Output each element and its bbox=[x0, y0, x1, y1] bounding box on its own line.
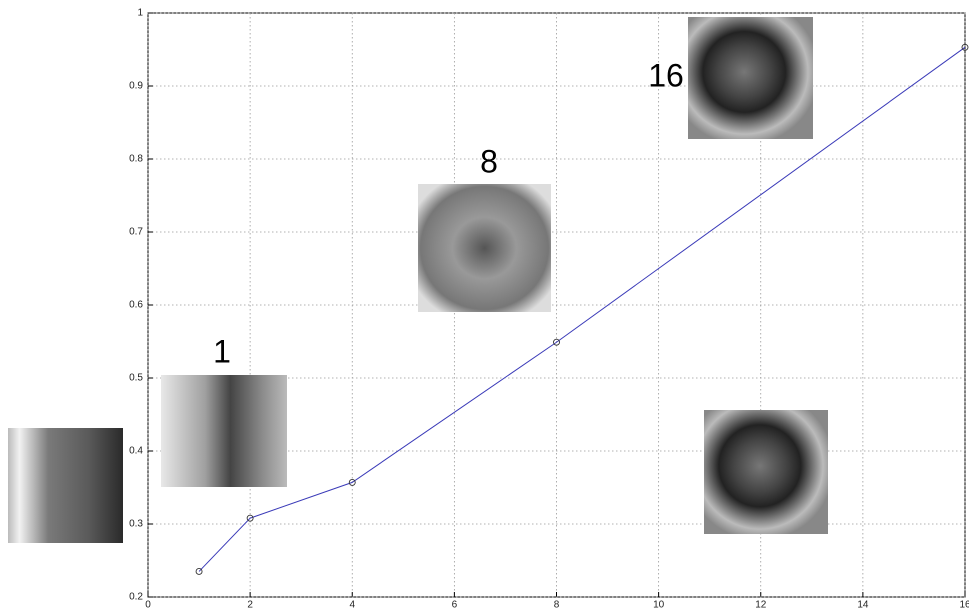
x-tick-label: 4 bbox=[349, 600, 355, 611]
point-marker bbox=[553, 338, 560, 346]
x-tick-label: 8 bbox=[554, 600, 560, 611]
image-patch bbox=[418, 184, 551, 312]
y-tick-label: 0.2 bbox=[129, 592, 143, 603]
y-tick-label: 0.6 bbox=[129, 300, 143, 311]
x-tick-label: 2 bbox=[247, 600, 253, 611]
point-marker bbox=[348, 478, 356, 486]
y-tick-label: 0.3 bbox=[129, 519, 143, 530]
image-patch bbox=[161, 375, 287, 487]
y-tick-label: 0.5 bbox=[129, 373, 143, 384]
image-patch bbox=[688, 17, 813, 139]
x-tick-label: 12 bbox=[755, 600, 767, 611]
x-tick-label: 16 bbox=[959, 600, 969, 611]
image-patch bbox=[704, 410, 828, 534]
x-tick-label: 10 bbox=[653, 600, 665, 611]
y-tick-label: 0.7 bbox=[129, 227, 143, 238]
y-tick-label: 0.9 bbox=[129, 81, 143, 92]
point-marker bbox=[246, 514, 254, 522]
point-marker bbox=[195, 568, 203, 575]
annotation: 1 bbox=[213, 333, 231, 369]
x-tick-label: 6 bbox=[452, 600, 458, 611]
point-marker bbox=[961, 43, 969, 51]
image-patch bbox=[8, 428, 123, 543]
annotation: 16 bbox=[648, 57, 684, 93]
y-tick-label: 0.8 bbox=[129, 154, 143, 165]
y-tick-label: 1 bbox=[137, 8, 143, 19]
x-tick-label: 0 bbox=[145, 600, 151, 611]
x-tick-label: 14 bbox=[857, 600, 869, 611]
y-tick-label: 0.4 bbox=[129, 446, 143, 457]
series-line bbox=[198, 46, 966, 572]
annotation: 8 bbox=[480, 143, 498, 179]
